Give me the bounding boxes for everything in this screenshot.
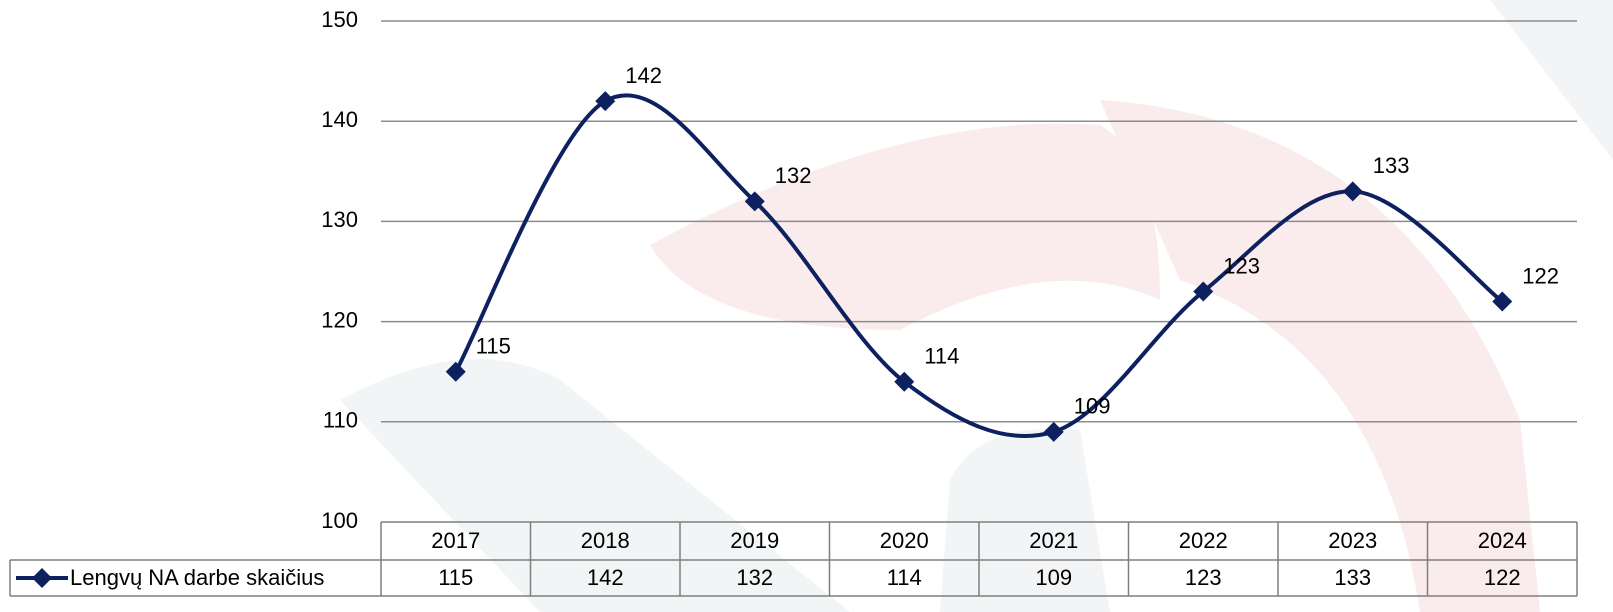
table-value: 133 xyxy=(1334,565,1371,590)
table-value: 109 xyxy=(1035,565,1072,590)
table-value: 122 xyxy=(1484,565,1521,590)
legend-label: Lengvų NA darbe skaičius xyxy=(70,565,324,590)
marker xyxy=(744,191,765,212)
legend-marker xyxy=(32,568,52,588)
x-tick-label: 2022 xyxy=(1179,528,1228,553)
x-tick-label: 2024 xyxy=(1478,528,1527,553)
background-decoration xyxy=(340,0,1613,612)
marker xyxy=(595,91,616,112)
data-label: 132 xyxy=(775,163,812,188)
x-tick-label: 2021 xyxy=(1029,528,1078,553)
table-value: 115 xyxy=(438,565,473,590)
table-value: 114 xyxy=(887,565,922,590)
y-tick-label: 130 xyxy=(321,207,358,232)
y-tick-label: 140 xyxy=(321,107,358,132)
data-label: 114 xyxy=(924,344,959,369)
marker xyxy=(1043,421,1064,442)
marker xyxy=(445,361,466,382)
marker xyxy=(1492,291,1513,312)
y-tick-label: 150 xyxy=(321,7,358,32)
data-label: 142 xyxy=(625,63,662,88)
data-label: 122 xyxy=(1522,263,1559,288)
data-label: 123 xyxy=(1223,253,1260,278)
x-tick-label: 2023 xyxy=(1328,528,1377,553)
y-tick-label: 110 xyxy=(323,408,358,433)
table-value: 132 xyxy=(736,565,773,590)
table-value: 123 xyxy=(1185,565,1222,590)
marker xyxy=(1193,281,1214,302)
marker xyxy=(1342,181,1363,202)
data-label: 133 xyxy=(1373,153,1410,178)
y-tick-label: 100 xyxy=(321,508,358,533)
x-tick-label: 2019 xyxy=(730,528,779,553)
x-tick-label: 2020 xyxy=(880,528,929,553)
table-value: 142 xyxy=(587,565,624,590)
data-label: 115 xyxy=(476,334,511,359)
x-tick-label: 2018 xyxy=(581,528,630,553)
x-tick-label: 2017 xyxy=(431,528,480,553)
data-label: 109 xyxy=(1074,394,1111,419)
marker xyxy=(894,371,915,392)
y-tick-label: 120 xyxy=(321,307,358,332)
